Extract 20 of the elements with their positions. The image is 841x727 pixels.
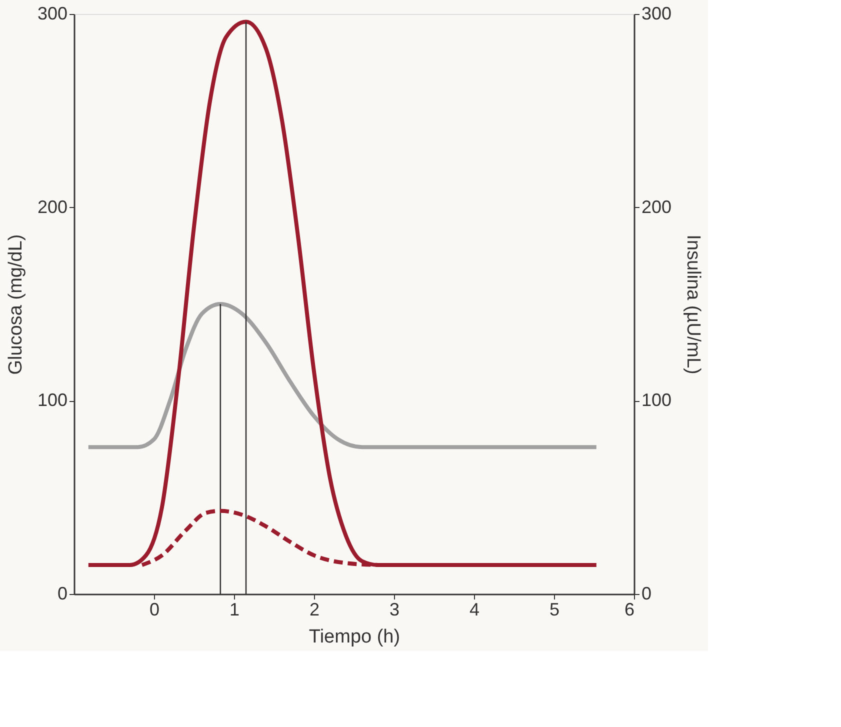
x-tick-label: 0 — [149, 600, 160, 620]
x-tick-label: 2 — [309, 600, 320, 620]
x-axis-title: Tiempo (h) — [308, 626, 400, 648]
x-tick-label: 4 — [469, 600, 480, 620]
x-tick-label: 3 — [389, 600, 400, 620]
line-series — [86, 20, 598, 567]
x-tick-label: 1 — [229, 600, 240, 620]
y-axis-title: Glucosa (mg/dL) — [5, 234, 26, 375]
x-tick-label: 6 — [624, 600, 634, 620]
y2-tick-label: 200 — [642, 196, 672, 217]
x-tick-label: 5 — [549, 600, 560, 620]
y2-tick-label: 100 — [642, 390, 672, 410]
y-tick-label: 200 — [37, 196, 68, 217]
y-tick-label: 0 — [57, 584, 68, 604]
y-tick-label: 300 — [37, 4, 68, 24]
y-tick-label: 100 — [37, 390, 68, 410]
y2-axis-title: Insulina (µU/mL) — [682, 234, 704, 374]
y2-tick-label: 0 — [642, 584, 652, 604]
line-series — [86, 302, 598, 450]
y2-tick-label: 300 — [642, 4, 672, 24]
